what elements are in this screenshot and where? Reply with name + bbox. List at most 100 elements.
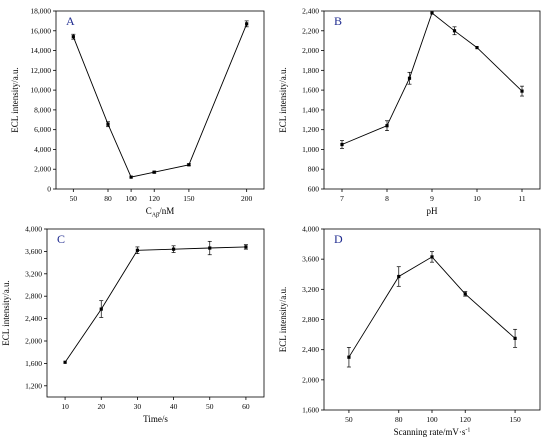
plot-frame (55, 10, 265, 190)
data-point (347, 355, 351, 359)
panel-label: C (57, 232, 65, 246)
data-point (244, 245, 248, 249)
y-tick-label: 3,200 (302, 285, 319, 294)
y-tick-label: 2,800 (25, 292, 42, 301)
data-point (245, 22, 249, 26)
y-tick-label: 1,200 (302, 125, 319, 134)
y-tick-label: 2,000 (302, 46, 319, 55)
data-point (385, 124, 389, 128)
y-tick-label: 4,000 (25, 225, 42, 234)
x-axis-label: pH (427, 206, 439, 216)
y-tick-label: 6,000 (34, 125, 51, 134)
y-tick-label: 3,600 (25, 247, 42, 256)
data-point (106, 122, 110, 126)
data-point (340, 142, 344, 147)
x-tick-label: 8 (385, 194, 389, 203)
x-tick-label: 150 (183, 194, 195, 203)
x-tick-label: 100 (426, 415, 438, 424)
y-tick-label: 18,000 (30, 7, 51, 16)
x-tick-label: 50 (70, 194, 78, 203)
data-point (187, 163, 191, 167)
x-tick-label: 11 (518, 194, 525, 203)
x-tick-label: 10 (61, 402, 69, 411)
y-tick-label: 1,000 (302, 145, 319, 154)
y-tick-label: 2,200 (302, 26, 319, 35)
x-axis-label: Time/s (143, 414, 168, 424)
panel-label: B (334, 14, 342, 28)
data-point (452, 29, 457, 33)
data-point (430, 255, 434, 259)
x-tick-label: 120 (460, 415, 472, 424)
y-tick-label: 600 (308, 185, 320, 194)
y-tick-label: 4,000 (34, 145, 51, 154)
series-line (341, 12, 523, 145)
data-point (99, 307, 103, 311)
panel-label: A (66, 14, 75, 28)
data-point (71, 35, 75, 39)
x-tick-label: 9 (430, 194, 434, 203)
data-point (171, 247, 176, 251)
x-tick-label: 50 (206, 402, 214, 411)
x-tick-label: 50 (345, 415, 353, 424)
plot-frame (323, 10, 541, 190)
y-tick-label: 2,000 (302, 375, 319, 384)
y-tick-label: 3,600 (302, 255, 319, 264)
y-tick-label: 1,600 (25, 359, 42, 368)
data-point (407, 76, 412, 80)
x-tick-label: 7 (340, 194, 344, 203)
data-point (208, 246, 212, 250)
data-point (513, 336, 517, 340)
x-tick-label: 150 (509, 415, 521, 424)
y-axis-label: ECL intensity/a.u. (1, 280, 11, 345)
y-tick-label: 14,000 (30, 46, 51, 55)
y-tick-label: 3,200 (25, 269, 42, 278)
data-point (430, 11, 434, 15)
y-tick-label: 2,400 (25, 314, 42, 323)
x-tick-label: 100 (125, 194, 137, 203)
x-tick-label: 10 (473, 194, 481, 203)
panel-label: D (334, 232, 343, 246)
y-tick-label: 2,400 (302, 7, 319, 16)
y-tick-label: 2,400 (302, 345, 319, 354)
y-tick-label: 2,000 (25, 337, 42, 346)
series-line (64, 246, 246, 363)
y-tick-label: 800 (308, 165, 320, 174)
y-tick-label: 1,600 (302, 86, 319, 95)
x-tick-label: 30 (134, 402, 142, 411)
x-tick-label: 40 (170, 402, 178, 411)
y-tick-label: 1,600 (302, 406, 319, 415)
y-tick-label: 1,800 (302, 66, 319, 75)
x-tick-label: 200 (241, 194, 253, 203)
y-tick-label: 1,200 (25, 381, 42, 390)
data-point (520, 89, 524, 93)
x-tick-label: 120 (149, 194, 161, 203)
y-axis-label: ECL intensity/a.u. (278, 67, 288, 132)
y-tick-label: 2,000 (34, 165, 51, 174)
y-tick-label: 2,800 (302, 315, 319, 324)
chart-panel-c: 1,200 1,600 2,000 2,400 2,800 3,200 3,600 4,000… (1, 225, 265, 424)
data-point (152, 170, 156, 174)
x-tick-label: 80 (104, 194, 112, 203)
series-line (72, 23, 248, 178)
chart-panel-a: 0 2,000 4,000 6,000 8,000 10,000 12,000 14,000 1… (10, 7, 265, 219)
y-tick-label: 0 (47, 185, 51, 194)
data-point (397, 274, 401, 279)
data-point (475, 45, 479, 50)
y-tick-label: 4,000 (302, 225, 319, 234)
y-tick-label: 1,400 (302, 105, 319, 114)
data-point (129, 175, 133, 179)
x-tick-label: 60 (242, 402, 250, 411)
x-tick-label: 80 (395, 415, 403, 424)
x-axis-label: Scanning rate/mV·s-1 (394, 427, 471, 437)
plot-frame (46, 228, 265, 398)
chart-panel-b: 600 800 1,000 1,200 1,400 1,600 1,800 2,000 2,20… (278, 7, 541, 216)
data-point (135, 248, 140, 252)
series-line (348, 256, 516, 358)
x-tick-label: 20 (98, 402, 106, 411)
y-tick-label: 10,000 (30, 86, 51, 95)
y-tick-label: 16,000 (30, 26, 51, 35)
y-tick-label: 8,000 (34, 105, 51, 114)
data-point (63, 360, 67, 364)
chart-panel-d: 1,600 2,000 2,400 2,800 3,200 3,600 4,000 50 80 1… (278, 225, 541, 437)
